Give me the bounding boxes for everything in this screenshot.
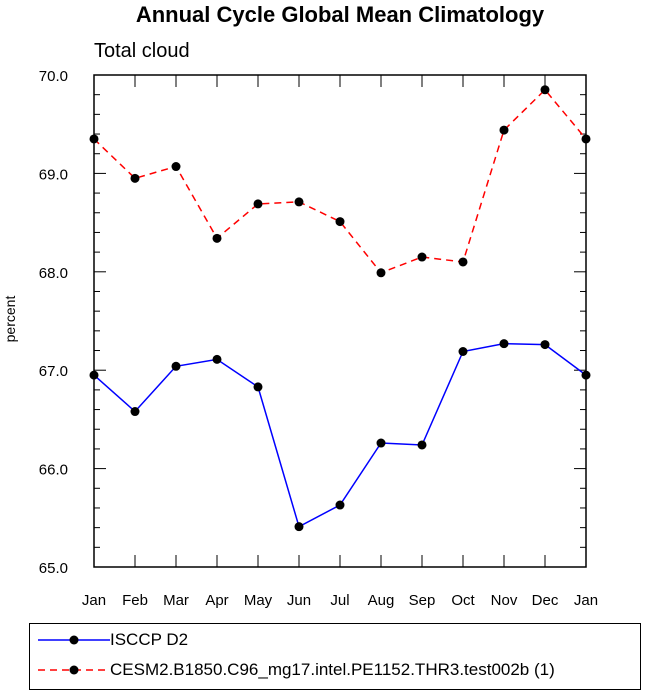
x-tick-label: Oct — [451, 592, 475, 609]
x-tick-label: Apr — [205, 592, 228, 609]
y-tick-label: 68.0 — [39, 265, 68, 282]
x-tick-label: Jul — [330, 592, 349, 609]
series-1-point — [171, 162, 181, 172]
x-tick-label: Aug — [368, 592, 395, 609]
legend-label-isccp: ISCCP D2 — [110, 630, 189, 649]
y-tick-label: 70.0 — [39, 68, 68, 85]
x-tick-label: Jan — [574, 592, 598, 609]
series-0-point — [581, 370, 591, 380]
axis-ticks — [93, 74, 587, 568]
x-tick-label: Dec — [532, 592, 559, 609]
series-0-point — [417, 440, 427, 450]
series-0-point — [335, 500, 345, 510]
y-tick-label: 65.0 — [39, 560, 68, 577]
series-1-point — [130, 173, 140, 183]
y-tick-label: 69.0 — [39, 166, 68, 183]
x-tick-label: Mar — [163, 592, 189, 609]
series-0-point — [294, 522, 304, 532]
plot-area: Jan Feb Mar Apr May Jun Jul Aug Sep Oct Nov Dec Jan … — [39, 68, 598, 609]
series-0-point — [499, 339, 509, 349]
legend-swatch-cesm2 — [38, 665, 110, 675]
x-tick-label: Jun — [287, 592, 311, 609]
legend-label-cesm2: CESM2.B1850.C96_mg17.intel.PE1152.THR3.t… — [110, 660, 555, 679]
series-0-point — [89, 370, 99, 380]
series-1-point — [540, 85, 550, 95]
series-0-point — [130, 407, 140, 417]
x-tick-label: May — [244, 592, 273, 609]
series-line-1 — [93, 88, 587, 274]
x-tick-label: Sep — [409, 592, 436, 609]
chart-subtitle: Total cloud — [94, 40, 190, 62]
series-0-point — [171, 361, 181, 371]
x-tick-label: Jan — [82, 592, 106, 609]
series-1-point — [499, 125, 509, 135]
series-1-point — [581, 134, 591, 144]
series-1-point — [417, 252, 427, 262]
chart-title: Annual Cycle Global Mean Climatology — [135, 2, 545, 27]
series-1-point — [89, 134, 99, 144]
series-1-point — [294, 197, 304, 207]
series-0-point — [376, 438, 386, 448]
y-tick-label: 67.0 — [39, 363, 68, 380]
series-layer — [89, 85, 591, 532]
series-1-point — [335, 217, 345, 227]
legend-item-isccp: ISCCP D2 — [30, 626, 640, 656]
series-line-0 — [93, 342, 587, 528]
x-tick-label: Feb — [122, 592, 148, 609]
x-tick-labels: Jan Feb Mar Apr May Jun Jul Aug Sep Oct Nov Dec Jan — [82, 592, 598, 609]
series-0-point — [212, 354, 222, 364]
series-1-point — [376, 268, 386, 278]
y-tick-label: 66.0 — [39, 462, 68, 479]
series-1-point — [212, 233, 222, 243]
series-1-point — [253, 199, 263, 209]
series-1-point — [458, 257, 468, 267]
x-tick-label: Nov — [491, 592, 518, 609]
plot-frame — [93, 74, 587, 568]
series-0-point — [253, 382, 263, 392]
series-0-point — [458, 347, 468, 357]
legend-swatch-isccp — [38, 635, 110, 645]
series-0-point — [540, 340, 550, 350]
legend-item-cesm2: CESM2.B1850.C96_mg17.intel.PE1152.THR3.t… — [30, 656, 640, 686]
y-tick-labels: 65.0 66.0 67.0 68.0 69.0 70.0 — [39, 68, 68, 577]
legend: ISCCP D2 CESM2.B1850.C96_mg17.intel.PE11… — [29, 623, 641, 690]
